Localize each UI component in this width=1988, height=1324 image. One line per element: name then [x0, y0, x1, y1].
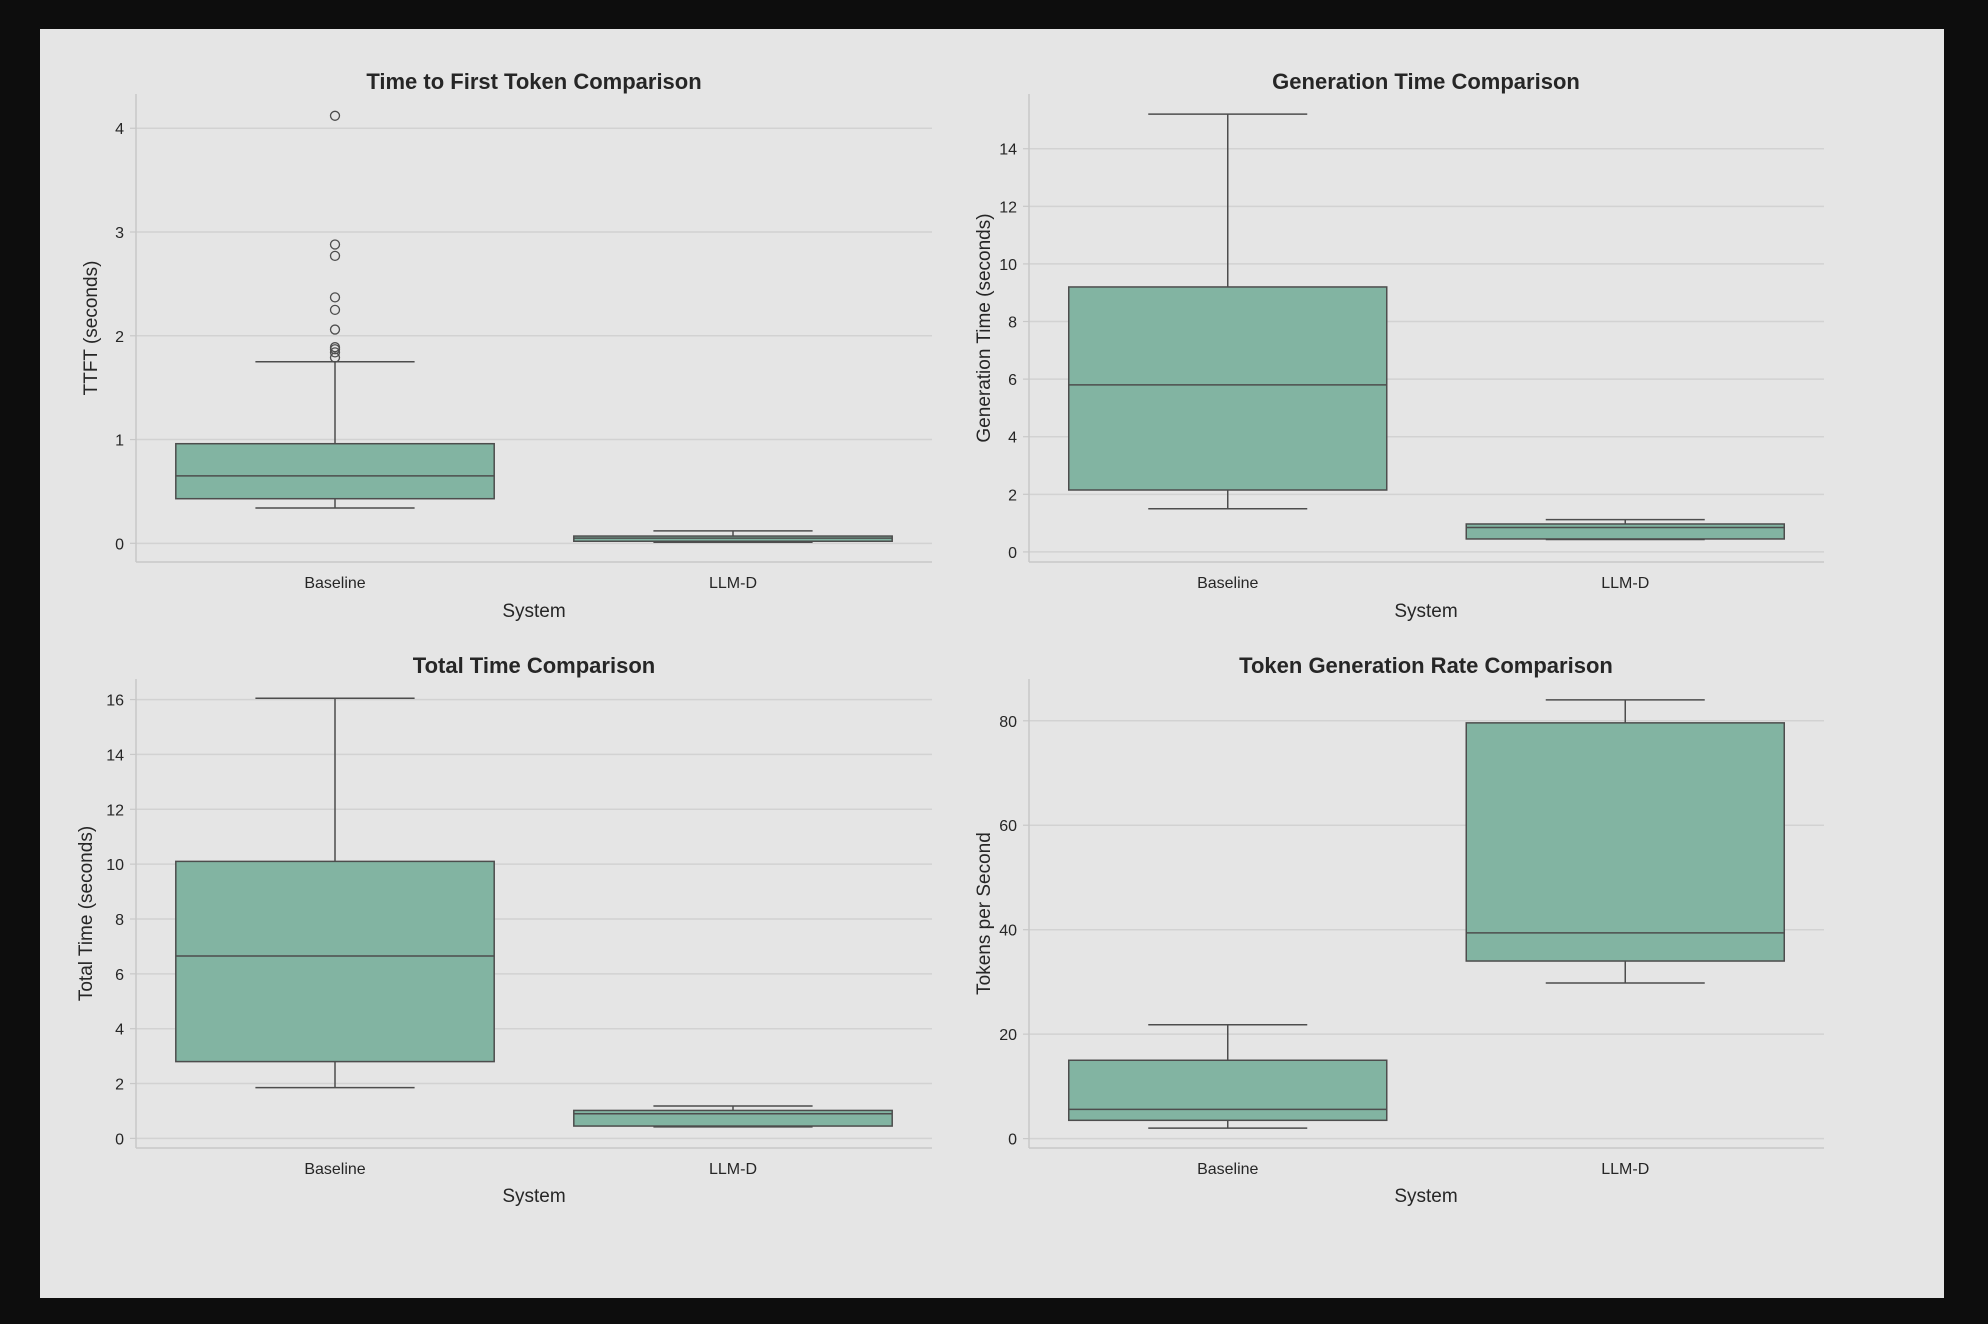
chart-panel-4: 0 20 40 60 80 Baseline LLM-D Token Generation R… [974, 653, 1824, 1207]
y-tick-label: 4 [1008, 430, 1017, 447]
x-tick-label: LLM-D [709, 1161, 757, 1178]
box-Baseline [1068, 1059, 1388, 1122]
outlier-point [329, 250, 341, 262]
y-tick-label: 6 [1008, 372, 1017, 389]
y-axis-label: Tokens per Second [974, 832, 995, 995]
box-Baseline [1068, 286, 1388, 491]
chart-title: Total Time Comparison [413, 653, 655, 678]
outlier-point [329, 347, 341, 358]
y-tick-label: 10 [999, 257, 1017, 274]
box-Baseline [175, 860, 495, 1063]
chart-panel-3: 0 2 4 6 8 10 12 14 16 Baseline LLM-D Total Time Com… [76, 653, 932, 1207]
y-tick-label: 16 [106, 693, 124, 710]
box-Baseline [175, 442, 495, 500]
x-axis-label: System [502, 601, 565, 622]
chart-panel-1: 0 1 2 3 4 Baseline LLM-D Time to First Token Co… [81, 69, 932, 622]
box-LLM-D [1465, 523, 1785, 540]
x-axis-label: System [502, 1186, 565, 1207]
y-tick-label: 0 [115, 1131, 124, 1148]
y-tick-label: 3 [115, 225, 124, 242]
y-tick-label: 0 [1008, 545, 1017, 562]
y-axis-label: Total Time (seconds) [76, 826, 97, 1001]
x-tick-label: LLM-D [709, 575, 757, 592]
y-axis-label: Generation Time (seconds) [974, 213, 995, 442]
outlier-point [329, 324, 341, 335]
x-tick-label: Baseline [1197, 575, 1258, 592]
y-tick-label: 12 [106, 802, 124, 819]
y-tick-label: 4 [115, 1022, 124, 1039]
y-tick-label: 2 [1008, 487, 1017, 504]
y-tick-label: 80 [999, 714, 1017, 731]
x-tick-label: LLM-D [1601, 1161, 1649, 1178]
x-axis-label: System [1394, 601, 1457, 622]
outlier-point [329, 292, 341, 303]
figure: 0 1 2 3 4 Baseline LLM-D Time to First Token Co… [40, 29, 1944, 1298]
outlier-point [329, 342, 341, 353]
y-tick-label: 8 [115, 912, 124, 929]
chart-panel-2: 0 2 4 6 8 10 12 14 Baseline LLM-D Generation Time … [974, 69, 1824, 622]
y-tick-label: 12 [999, 199, 1017, 216]
chart-title: Time to First Token Comparison [366, 69, 701, 94]
y-tick-label: 1 [115, 433, 124, 450]
outlier-point [329, 352, 341, 363]
y-tick-label: 60 [999, 818, 1017, 835]
y-axis-label: TTFT (seconds) [81, 261, 102, 396]
y-tick-label: 8 [1008, 315, 1017, 332]
chart-title: Token Generation Rate Comparison [1239, 653, 1613, 678]
y-tick-label: 6 [115, 967, 124, 984]
y-tick-label: 2 [115, 329, 124, 346]
chart-title: Generation Time Comparison [1272, 69, 1580, 94]
outlier-point [329, 239, 341, 250]
box-LLM-D [573, 1109, 893, 1127]
x-axis-label: System [1394, 1186, 1457, 1207]
y-tick-label: 0 [115, 536, 124, 553]
outlier-point [329, 110, 341, 121]
box-LLM-D [1465, 722, 1785, 962]
y-tick-label: 4 [115, 121, 124, 138]
y-tick-label: 0 [1008, 1132, 1017, 1149]
x-tick-label: Baseline [304, 575, 365, 592]
y-tick-label: 20 [999, 1027, 1017, 1044]
y-tick-label: 14 [999, 142, 1017, 159]
x-tick-label: Baseline [1197, 1161, 1258, 1178]
outlier-point [329, 304, 341, 315]
y-tick-label: 40 [999, 923, 1017, 940]
y-tick-label: 14 [106, 747, 124, 764]
x-tick-label: LLM-D [1601, 575, 1649, 592]
y-tick-label: 10 [106, 857, 124, 874]
y-tick-label: 2 [115, 1077, 124, 1094]
x-tick-label: Baseline [304, 1161, 365, 1178]
